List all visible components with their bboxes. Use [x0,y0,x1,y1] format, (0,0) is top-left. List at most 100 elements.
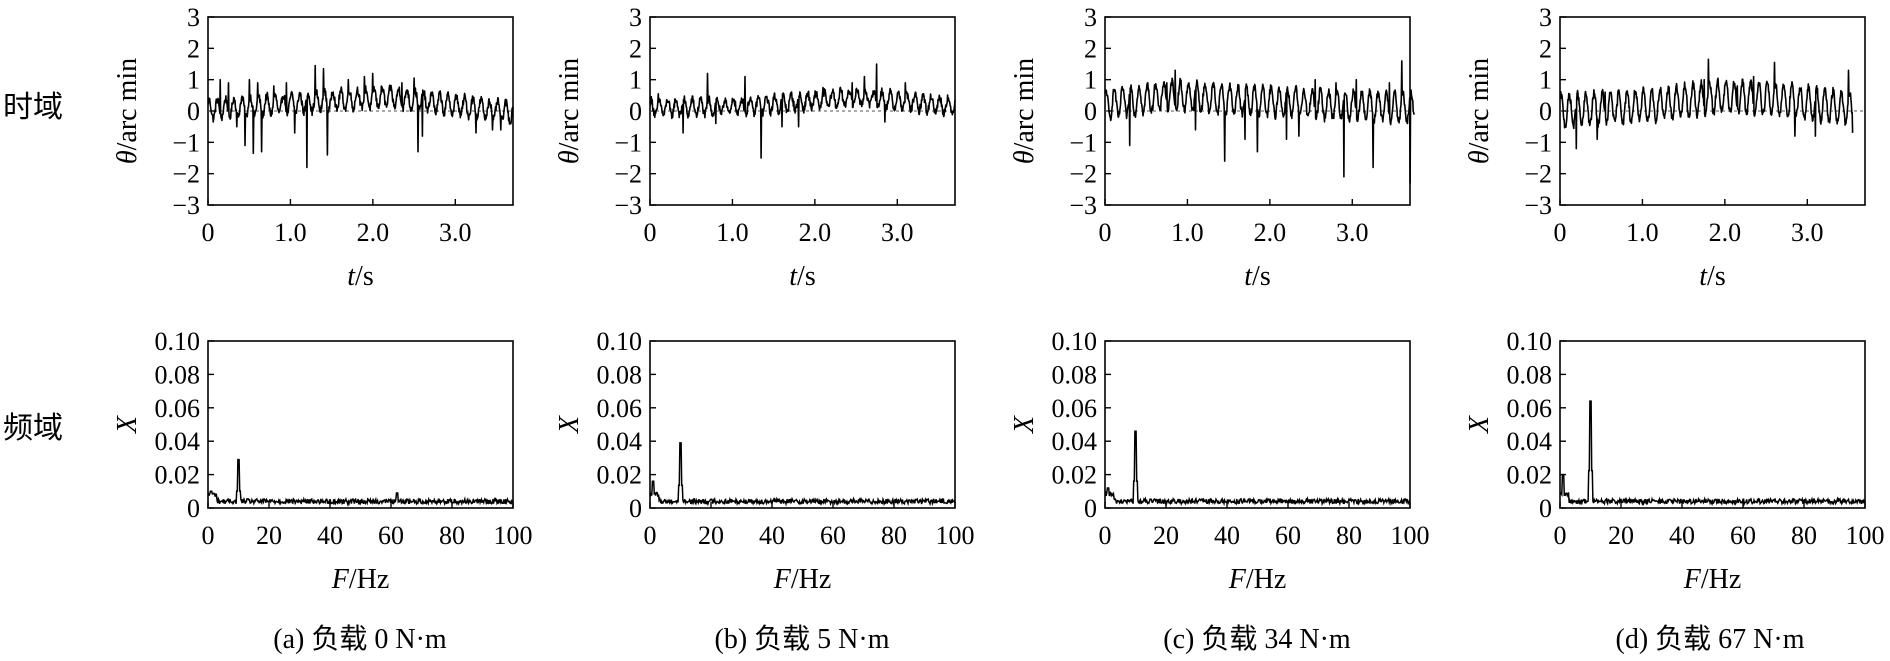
chart-b-freq-series [649,442,956,507]
chart-b-freq: 0.10 0.08 0.06 0.04 0.02 00 20 40 60 80 100 F/Hz X [554,327,975,595]
row-label-time-domain: 时域 [3,91,63,124]
chart-b-freq-xtick-label: 60 [820,521,846,550]
chart-c-freq-ytick-label: 0.10 [1052,327,1098,356]
chart-c-freq-ytick-label: 0.04 [1052,427,1098,456]
caption-c: (c) 负载 34 N·m [1163,623,1351,655]
chart-c-time-xlabel: t/s [1244,261,1270,292]
chart-b-time-xtick-label: 2.0 [799,218,832,247]
chart-a-time-ylabel: θ/arc min [112,58,143,164]
chart-c-time-ytick-label: −3 [1069,191,1097,220]
chart-a-freq-xtick-label: 20 [256,521,282,550]
chart-a-time-series [207,64,514,169]
chart-a-time-xtick-label: 0 [202,218,215,247]
chart-b-freq-frame [649,340,956,509]
chart-a-time-ytick-label: −3 [172,191,200,220]
chart-b-time-ytick-label: 3 [629,3,642,32]
chart-b-freq-ytick-label: 0.08 [597,360,643,389]
chart-d-freq-ytick-label: 0.10 [1507,327,1553,356]
chart-b-time-ytick-label: 1 [629,66,642,95]
chart-d-freq-ytick-label: 0.06 [1507,394,1553,423]
chart-a-freq-xlabel: F/Hz [331,564,390,595]
chart-b-time-xtick-label: 1.0 [716,218,749,247]
chart-a-freq-xtick-label: 100 [494,521,533,550]
chart-c-freq-xtick-label: 20 [1153,521,1179,550]
chart-c-time-ytick-label: −2 [1069,160,1097,189]
chart-a-time-ytick-label: −1 [172,128,200,157]
chart-d-freq-ytick-label: 0 [1539,494,1552,523]
chart-d-time-series [1559,58,1854,150]
chart-d-time-ytick-label: −2 [1524,160,1552,189]
chart-d-freq: 0.10 0.08 0.06 0.04 0.02 00 20 40 60 80 100 F/Hz X [1464,327,1885,595]
chart-c-freq-xtick-label: 40 [1214,521,1240,550]
chart-a-freq-xtick-label: 60 [378,521,404,550]
caption-a: (a) 负载 0 N·m [273,623,447,655]
chart-c-time-ytick-label: 2 [1084,34,1097,63]
chart-c-time-ylabel: θ/arc min [1009,58,1040,164]
chart-b-freq-ytick-label: 0.06 [597,394,643,423]
chart-d-freq-xtick-label: 80 [1791,521,1817,550]
chart-d-time-ytick-label: 2 [1539,34,1552,63]
chart-b-freq-xlabel: F/Hz [773,564,832,595]
chart-b-time-xtick-label: 0 [644,218,657,247]
chart-a-freq-ytick-label: 0.02 [155,461,201,490]
chart-d-time-xlabel: t/s [1699,261,1725,292]
chart-b-time-xtick-label: 3.0 [881,218,914,247]
chart-c-time-series [1104,60,1415,184]
chart-c-time-ytick-label: 0 [1084,97,1097,126]
chart-a-freq-ytick-label: 0.06 [155,394,201,423]
chart-d-freq-xtick-label: 20 [1608,521,1634,550]
chart-c-time-ytick-label: −1 [1069,128,1097,157]
chart-c-time-xtick-label: 3.0 [1336,218,1369,247]
chart-d-time-ylabel: θ/arc min [1464,58,1495,164]
chart-c-time-ytick-label: 3 [1084,3,1097,32]
chart-b-freq-ytick-label: 0.04 [597,427,643,456]
chart-b-freq-xtick-label: 100 [936,521,975,550]
chart-a-freq-ytick-label: 0.10 [155,327,201,356]
chart-d-time-ytick-label: 3 [1539,3,1552,32]
chart-a-time-ytick-label: −2 [172,160,200,189]
chart-b-time-ytick-label: 2 [629,34,642,63]
chart-d-time-ytick-label: −1 [1524,128,1552,157]
chart-a-time-ytick-label: 0 [187,97,200,126]
chart-c-freq-ytick-label: 0.02 [1052,461,1098,490]
chart-a-freq-ytick-label: 0.08 [155,360,201,389]
chart-a-freq-frame [207,340,514,509]
chart-d-freq-frame [1559,340,1866,509]
chart-d-freq-ytick-label: 0.04 [1507,427,1553,456]
chart-d-time-ytick-label: −3 [1524,191,1552,220]
chart-b-time-xlabel: t/s [789,261,815,292]
chart-d-freq-ytick-label: 0.02 [1507,461,1553,490]
chart-c-time-ytick-label: 1 [1084,66,1097,95]
chart-d-freq-ylabel: X [1464,415,1495,434]
chart-a-time-ytick-label: 3 [187,3,200,32]
chart-d-time-xtick-label: 3.0 [1791,218,1824,247]
chart-d-freq-series [1559,400,1866,507]
chart-d-time-xtick-label: 2.0 [1709,218,1742,247]
chart-c-freq-xtick-label: 60 [1275,521,1301,550]
chart-d-freq-xtick-label: 40 [1669,521,1695,550]
chart-c-freq-xtick-label: 80 [1336,521,1362,550]
chart-b-freq-ytick-label: 0 [629,494,642,523]
chart-a-freq-ylabel: X [112,415,143,434]
chart-a-time-ytick-label: 2 [187,34,200,63]
chart-b-time-ytick-label: −1 [614,128,642,157]
chart-c-freq-series [1104,430,1411,507]
chart-b-time-ytick-label: −3 [614,191,642,220]
row-label-frequency-domain: 频域 [3,412,63,445]
caption-d: (d) 负载 67 N·m [1616,623,1805,655]
chart-b-freq-xtick-label: 20 [698,521,724,550]
chart-c-freq-ylabel: X [1009,415,1040,434]
chart-b-freq-ytick-label: 0.02 [597,461,643,490]
chart-d-time-xtick-label: 0 [1554,218,1567,247]
chart-b-freq-ytick-label: 0.10 [597,327,643,356]
chart-c-freq-ytick-label: 0.06 [1052,394,1098,423]
chart-d-time-ytick-label: 0 [1539,97,1552,126]
chart-d-freq-xtick-label: 0 [1554,521,1567,550]
chart-c-freq-ytick-label: 0.08 [1052,360,1098,389]
chart-d-freq-ytick-label: 0.08 [1507,360,1553,389]
